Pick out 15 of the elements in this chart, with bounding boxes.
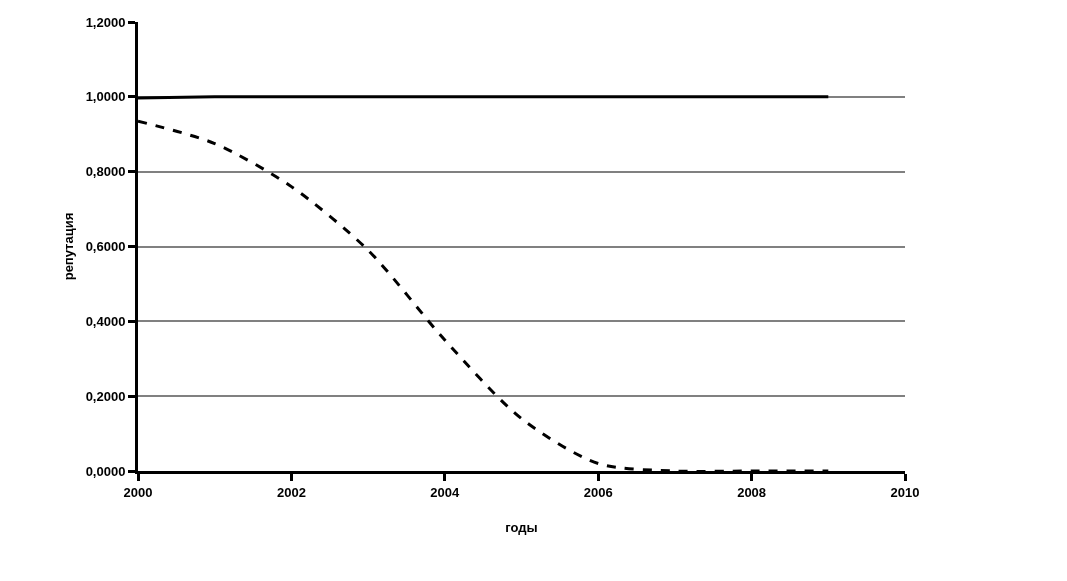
y-tick-label: 1,2000 <box>85 14 126 30</box>
x-tick-label: 2004 <box>430 484 461 500</box>
y-tick-label: 0,6000 <box>85 239 126 255</box>
y-tick-label: 1,0000 <box>85 89 126 105</box>
y-tick-label: 0,2000 <box>85 388 126 404</box>
x-tick-label: 2010 <box>890 484 920 500</box>
x-tick-label: 2006 <box>583 484 613 500</box>
x-tick-label: 2000 <box>123 484 153 500</box>
x-axis-title: годы <box>505 520 538 536</box>
y-tick-label: 0,4000 <box>85 313 126 329</box>
x-tick-label: 2002 <box>276 484 306 500</box>
y-tick-label: 0,0000 <box>85 463 126 479</box>
y-tick-label: 0,8000 <box>85 164 126 180</box>
y-axis-title: репутация <box>60 212 76 281</box>
x-tick-label: 2008 <box>737 484 767 500</box>
